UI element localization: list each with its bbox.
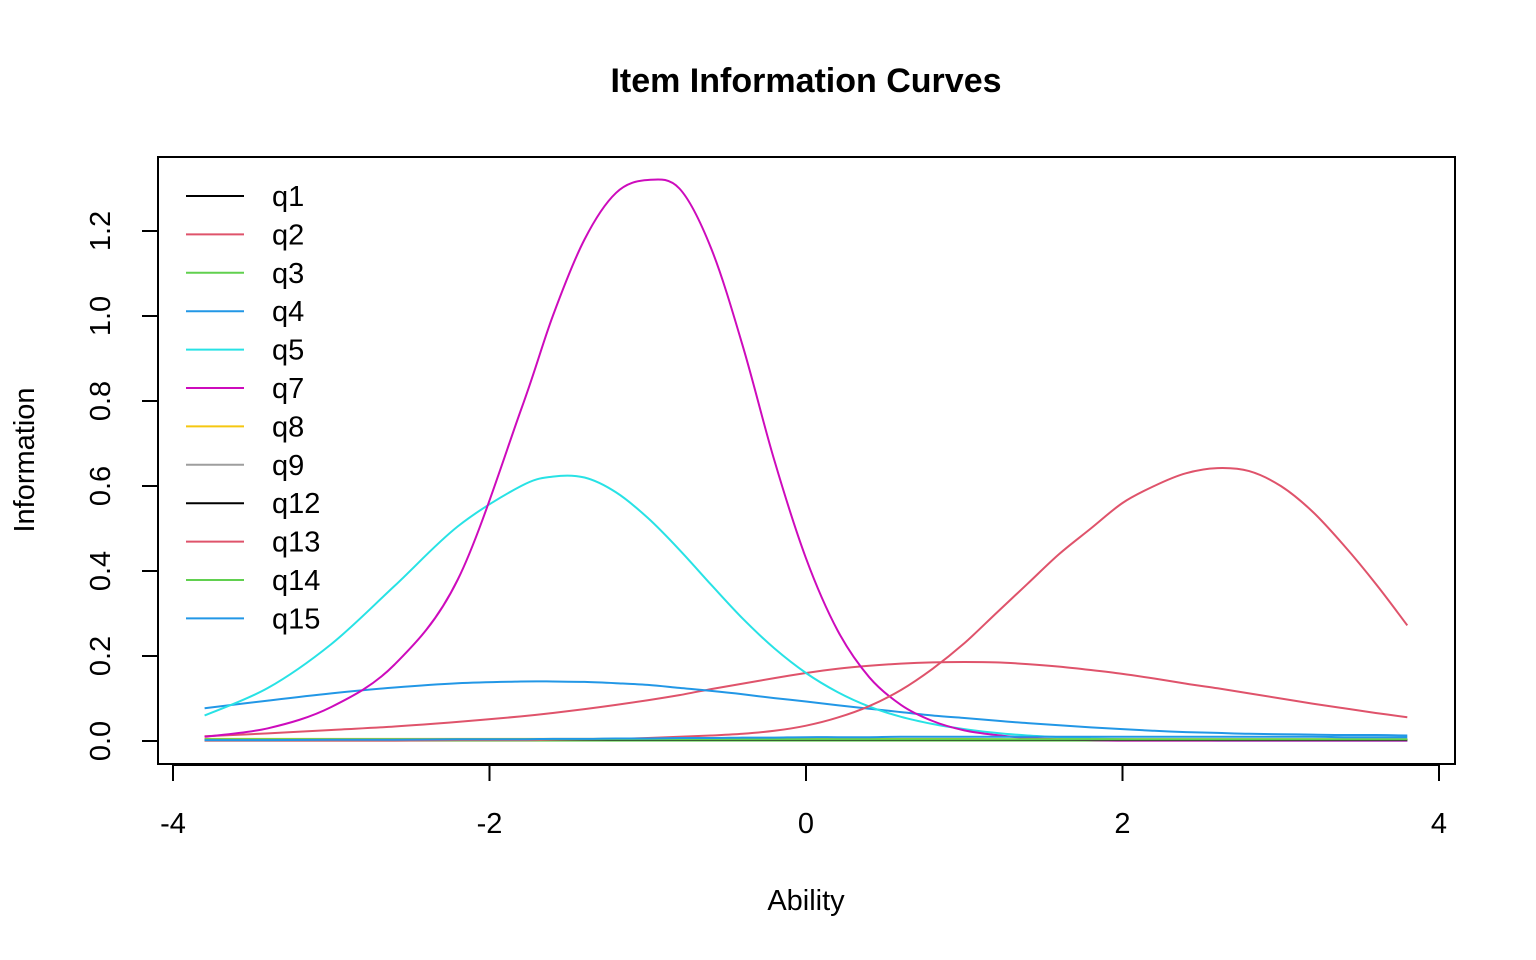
- x-tick-label: -2: [477, 808, 503, 840]
- legend-label-q9: q9: [272, 450, 304, 482]
- x-axis: -4 -2 0 2 4: [160, 764, 1447, 840]
- x-tick-label: 4: [1431, 808, 1447, 840]
- legend-label-q14: q14: [272, 565, 320, 597]
- x-tick-label: 0: [798, 808, 814, 840]
- legend-label-q5: q5: [272, 335, 304, 367]
- y-tick-label: 1.0: [85, 296, 117, 336]
- series-line-q2: [204, 660, 1408, 738]
- x-tick-label: -4: [160, 808, 186, 840]
- y-axis-label: Information: [9, 387, 41, 532]
- y-tick-label: 1.2: [85, 211, 117, 251]
- series-line-q4: [204, 680, 1408, 737]
- y-tick-label: 0.8: [85, 381, 117, 421]
- legend-label-q8: q8: [272, 411, 304, 443]
- series-line-q15: [204, 735, 1408, 742]
- legend-label-q13: q13: [272, 527, 320, 559]
- legend-label-q1: q1: [272, 181, 304, 213]
- series-line-q13: [204, 467, 1409, 742]
- y-tick-label: 0.2: [85, 636, 117, 676]
- legend-label-q2: q2: [272, 219, 304, 251]
- series-line-q7: [204, 178, 1408, 742]
- y-tick-label: 0.0: [85, 721, 117, 761]
- legend-label-q4: q4: [272, 296, 304, 328]
- legend-label-q7: q7: [272, 373, 304, 405]
- y-tick-label: 0.4: [85, 551, 117, 591]
- series-layer: [204, 178, 1409, 742]
- x-tick-label: 2: [1114, 808, 1130, 840]
- legend-label-q3: q3: [272, 258, 304, 290]
- legend-label-q12: q12: [272, 488, 320, 520]
- y-axis: 0.0 0.2 0.4 0.6 0.8 1.0 1.2: [85, 211, 159, 761]
- chart-title: Item Information Curves: [610, 62, 1001, 100]
- legend: q1 q2 q3 q4 q5 q7 q8 q9 q12 q13 q14 q15: [186, 181, 320, 635]
- x-axis-label: Ability: [767, 885, 845, 917]
- legend-label-q15: q15: [272, 603, 320, 635]
- y-tick-label: 0.6: [85, 466, 117, 506]
